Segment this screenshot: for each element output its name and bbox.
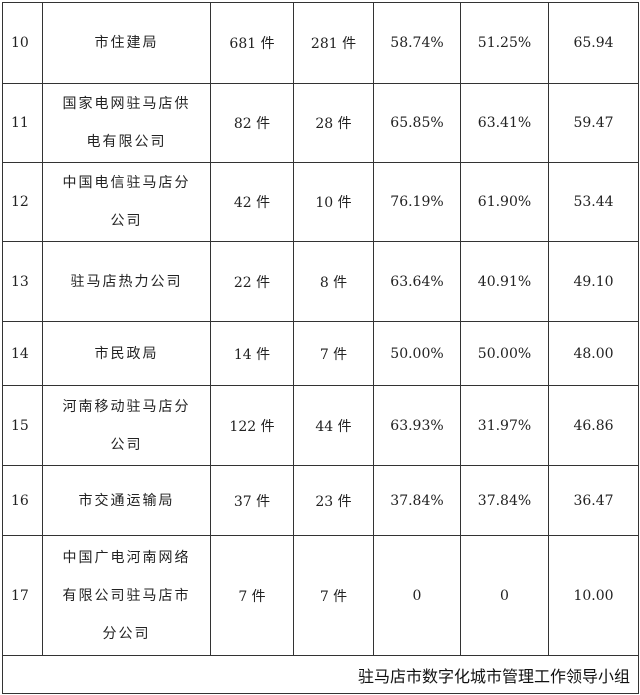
unit-name-line: 市住建局: [94, 35, 159, 51]
score: 36.47: [548, 465, 639, 536]
score: 59.47: [548, 83, 639, 163]
row-number: 13: [2, 241, 43, 322]
unit-name-line: 电有限公司: [86, 134, 167, 150]
unit-name: 河南移动驻马店分 公司: [42, 385, 211, 466]
row-number: 17: [2, 535, 43, 656]
count-cases: 23 件: [293, 465, 374, 536]
rate-1: 63.64%: [373, 241, 461, 322]
rate-2: 61.90%: [460, 162, 549, 242]
rate-1: 50.00%: [373, 321, 461, 386]
rate-1: 65.85%: [373, 83, 461, 163]
score: 46.86: [548, 385, 639, 466]
unit-name-line: 河南移动驻马店分: [62, 398, 191, 415]
score: 49.10: [548, 241, 639, 322]
rate-1: 63.93%: [373, 385, 461, 466]
table-row: 10 市住建局 681 件 281 件 58.74% 51.25% 65.94: [2, 2, 639, 84]
unit-name: 国家电网驻马店供 电有限公司: [42, 83, 211, 163]
unit-name: 市住建局: [42, 2, 211, 84]
total-cases: 681 件: [210, 2, 294, 84]
row-number: 10: [2, 2, 43, 84]
row-number: 11: [2, 83, 43, 163]
unit-name-line: 有限公司驻马店市: [62, 587, 191, 604]
rate-1: 76.19%: [373, 162, 461, 242]
count-cases: 281 件: [293, 2, 374, 84]
rate-2: 40.91%: [460, 241, 549, 322]
total-cases: 42 件: [210, 162, 294, 242]
count-cases: 8 件: [293, 241, 374, 322]
unit-name-line: 国家电网驻马店供: [62, 96, 191, 112]
footer-row: 驻马店市数字化城市管理工作领导小组: [2, 655, 639, 694]
table-row: 16 市交通运输局 37 件 23 件 37.84% 37.84% 36.47: [2, 465, 639, 536]
rate-2: 63.41%: [460, 83, 549, 163]
rate-1: 37.84%: [373, 465, 461, 536]
row-number: 16: [2, 465, 43, 536]
rate-2: 51.25%: [460, 2, 549, 84]
row-number: 14: [2, 321, 43, 386]
total-cases: 22 件: [210, 241, 294, 322]
total-cases: 14 件: [210, 321, 294, 386]
rate-2: 0: [460, 535, 549, 656]
row-number: 12: [2, 162, 43, 242]
rate-1: 0: [373, 535, 461, 656]
count-cases: 28 件: [293, 83, 374, 163]
table-row: 12 中国电信驻马店分 公司 42 件 10 件 76.19% 61.90% 53.44: [2, 162, 639, 242]
score: 65.94: [548, 2, 639, 84]
unit-name: 中国广电河南网络 有限公司驻马店市 分公司: [42, 535, 211, 656]
unit-name-line: 驻马店热力公司: [70, 273, 183, 290]
total-cases: 122 件: [210, 385, 294, 466]
total-cases: 7 件: [210, 535, 294, 656]
count-cases: 10 件: [293, 162, 374, 242]
unit-name: 市民政局: [42, 321, 211, 386]
count-cases: 7 件: [293, 321, 374, 386]
unit-name-line: 中国电信驻马店分: [62, 175, 191, 191]
score: 10.00: [548, 535, 639, 656]
count-cases: 44 件: [293, 385, 374, 466]
unit-name-line: 公司: [110, 436, 143, 453]
total-cases: 37 件: [210, 465, 294, 536]
unit-name-line: 市交通运输局: [78, 492, 175, 509]
issuer-signature: 驻马店市数字化城市管理工作领导小组: [2, 655, 639, 694]
rate-1: 58.74%: [373, 2, 461, 84]
unit-name: 驻马店热力公司: [42, 241, 211, 322]
table-row: 15 河南移动驻马店分 公司 122 件 44 件 63.93% 31.97% 46.86: [2, 385, 639, 466]
rate-2: 37.84%: [460, 465, 549, 536]
total-cases: 82 件: [210, 83, 294, 163]
score: 53.44: [548, 162, 639, 242]
unit-name-line: 公司: [110, 213, 143, 229]
rate-2: 50.00%: [460, 321, 549, 386]
row-number: 15: [2, 385, 43, 466]
unit-name-line: 中国广电河南网络: [62, 549, 191, 566]
unit-name-line: 市民政局: [94, 345, 159, 362]
rate-2: 31.97%: [460, 385, 549, 466]
table-row: 11 国家电网驻马店供 电有限公司 82 件 28 件 65.85% 63.41% 59.47: [2, 83, 639, 163]
unit-name-line: 分公司: [102, 625, 151, 642]
unit-name: 市交通运输局: [42, 465, 211, 536]
unit-name: 中国电信驻马店分 公司: [42, 162, 211, 242]
count-cases: 7 件: [293, 535, 374, 656]
score: 48.00: [548, 321, 639, 386]
